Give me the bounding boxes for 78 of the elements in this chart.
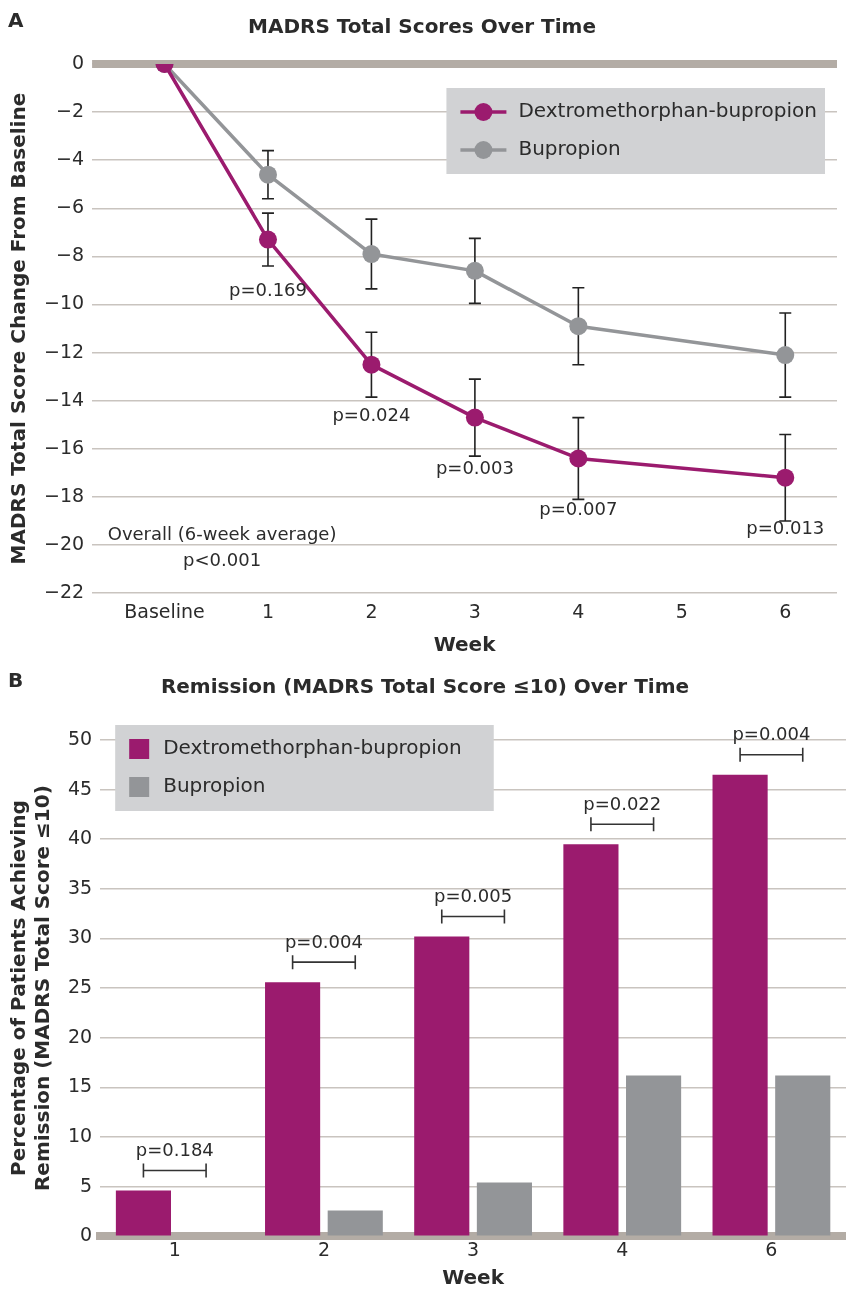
annotation: p=0.007 [539, 498, 618, 520]
annotation: Overall (6-week average) [107, 522, 337, 544]
point [258, 230, 277, 249]
y-tick-label: 25 [67, 975, 93, 998]
y-tick-label: 0 [80, 1223, 93, 1246]
y-tick-label: 15 [67, 1074, 93, 1097]
point [362, 355, 381, 374]
point [776, 468, 795, 487]
x-tick-label: 1 [261, 599, 275, 622]
x-tick-label: 2 [317, 1237, 330, 1260]
bar [327, 1210, 383, 1236]
bar [414, 936, 470, 1236]
y-tick-label: −4 [56, 147, 85, 170]
y-axis-title: MADRS Total Score Change From Baseline [6, 92, 31, 565]
chart-title: Remission (MADRS Total Score ≤10) Over Time [160, 674, 690, 699]
legend-label: Dextromethorphan-bupropion [163, 735, 462, 760]
x-tick-label: 3 [468, 599, 481, 622]
bar [626, 1075, 682, 1236]
annotation: p=0.184 [135, 1139, 214, 1161]
x-tick-label: 4 [616, 1237, 629, 1260]
text: B [8, 668, 24, 693]
y-tick-label: 10 [67, 1123, 93, 1146]
y-tick-label: 20 [67, 1024, 93, 1047]
chart-title: MADRS Total Scores Over Time [248, 14, 596, 39]
y-axis-title: Percentage of Patients Achieving Remission (MADRS Total Score ≤10) [6, 785, 55, 1192]
y-tick-label: −8 [56, 243, 85, 266]
bar [775, 1075, 831, 1236]
x-tick-label: 4 [572, 599, 585, 622]
legend-label: Bupropion [163, 773, 266, 798]
annotation: p=0.013 [746, 517, 825, 539]
y-tick-label: 0 [72, 50, 85, 73]
bar [265, 982, 321, 1236]
annotation: p=0.004 [732, 723, 811, 745]
x-axis-title: Week [433, 632, 497, 657]
legend-label: Dextromethorphan-bupropion [518, 98, 818, 123]
point [465, 408, 484, 427]
x-tick-label: 5 [675, 599, 688, 622]
y-tick-label: 50 [67, 726, 93, 749]
bar [115, 1190, 171, 1236]
text: A [8, 8, 24, 33]
x-tick-label: Baseline [124, 599, 205, 622]
y-tick-label: −22 [43, 580, 85, 603]
annotation: p=0.005 [434, 885, 513, 907]
point [569, 449, 588, 468]
y-tick-label: 45 [67, 776, 93, 799]
x-tick-label: 2 [365, 599, 378, 622]
point [569, 317, 588, 336]
x-tick-label: 1 [168, 1237, 181, 1260]
y-tick-label: −14 [43, 387, 85, 410]
point [776, 346, 795, 365]
annotation: p<0.001 [183, 548, 262, 570]
y-tick-label: 40 [67, 826, 93, 849]
y-tick-label: −10 [43, 291, 85, 314]
y-tick-label: −18 [43, 483, 85, 506]
point [465, 261, 484, 280]
x-axis-title: Week [442, 1265, 505, 1290]
y-tick-label: −2 [56, 99, 85, 122]
legend-label: Bupropion [518, 136, 621, 161]
bar [712, 774, 768, 1236]
y-tick-label: −20 [43, 532, 85, 555]
y-tick-label: −12 [43, 339, 85, 362]
y-tick-label: 35 [67, 875, 93, 898]
bar [476, 1182, 532, 1236]
x-tick-label: 6 [779, 599, 792, 622]
annotation: p=0.003 [435, 457, 514, 479]
annotation: p=0.022 [583, 792, 662, 814]
annotation: p=0.024 [332, 404, 411, 426]
bar [563, 844, 619, 1236]
x-tick-label: 3 [467, 1237, 480, 1260]
x-tick-label: 6 [765, 1237, 778, 1260]
y-tick-label: 5 [80, 1173, 93, 1196]
y-tick-label: −16 [43, 435, 85, 458]
point [362, 245, 381, 264]
point [258, 165, 277, 184]
annotation: p=0.004 [284, 930, 363, 952]
annotation: p=0.169 [228, 279, 307, 301]
y-tick-label: −6 [56, 195, 85, 218]
y-tick-label: 30 [67, 925, 93, 948]
